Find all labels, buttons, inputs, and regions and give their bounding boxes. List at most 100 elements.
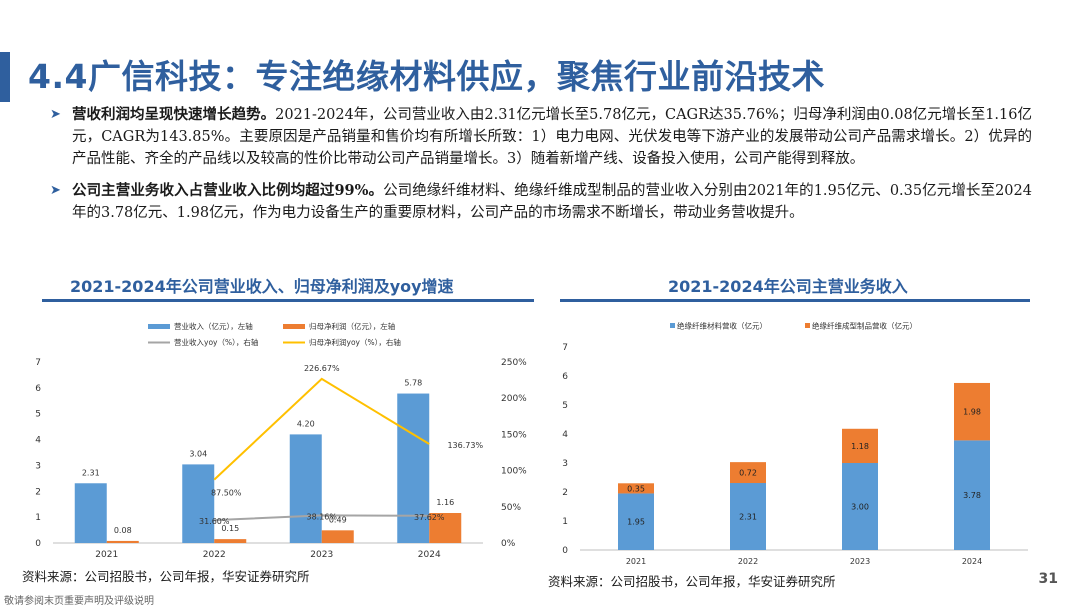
y-tick-label: 2: [562, 488, 568, 498]
x-tick-label: 2023: [850, 557, 870, 566]
y2-tick-label: 200%: [501, 394, 527, 404]
bullet-item-revenue-profit: ➤ 营收利润均呈现快速增长趋势。2021-2024年，公司营业收入由2.31亿元…: [50, 104, 1032, 170]
y-tick-label: 1: [562, 517, 568, 527]
stacked-bar-segment: [842, 428, 878, 463]
line-data-label: 136.73%: [447, 441, 483, 450]
title-accent-bar: [0, 52, 10, 102]
series-line: [214, 514, 430, 522]
x-tick-label: 2023: [310, 550, 333, 560]
y-tick-label: 2: [35, 487, 41, 497]
legend-swatch: [283, 324, 305, 329]
bullet-body: 2021-2024年，公司营业收入由2.31亿元增长至5.78亿元，CAGR达3…: [72, 107, 1033, 167]
left-chart-title: 2021-2024年公司营业收入、归母净利润及yoy增速: [70, 277, 454, 296]
x-tick-label: 2024: [962, 557, 982, 566]
bar-data-label: 0.35: [627, 484, 645, 493]
bar-data-label: 0.72: [739, 469, 757, 478]
x-tick-label: 2022: [203, 550, 226, 560]
line-data-label: 226.67%: [304, 364, 340, 373]
bar-data-label: 5.78: [404, 379, 422, 388]
x-tick-label: 2024: [418, 550, 441, 560]
y-tick-label: 6: [562, 372, 568, 382]
footer-disclaimer: 敬请参阅末页重要声明及评级说明: [4, 596, 154, 607]
bar: [214, 539, 247, 543]
series-line: [213, 377, 430, 481]
line-data-label: 31.60%: [199, 517, 230, 526]
legend-label: 营业收入yoy（%），右轴: [174, 337, 258, 347]
y-tick-label: 7: [562, 343, 568, 353]
line-data-label: 37.62%: [414, 513, 445, 522]
left-chart-divider: [42, 299, 534, 302]
bar-data-label: 3.04: [189, 449, 207, 458]
y2-tick-label: 50%: [501, 503, 521, 513]
stacked-bar-segment: [618, 493, 654, 550]
legend-label: 绝缘纤维成型制品营收（亿元）: [812, 321, 917, 331]
y-tick-label: 0: [562, 546, 568, 556]
stacked-bar-segment: [954, 382, 990, 441]
bar-data-label: 1.95: [627, 518, 645, 527]
stacked-bar-segment: [730, 462, 766, 484]
y2-tick-label: 100%: [501, 467, 527, 477]
legend-label: 绝缘纤维材料营收（亿元）: [677, 321, 767, 331]
legend-swatch: [148, 324, 170, 329]
stacked-bar-segment: [618, 483, 654, 494]
y-tick-label: 3: [562, 459, 568, 469]
y2-tick-label: 0%: [501, 539, 516, 549]
y-tick-label: 0: [35, 539, 41, 549]
bar: [106, 540, 139, 543]
y-tick-label: 7: [35, 358, 41, 368]
right-chart-source: 资料来源：公司招股书，公司年报，华安证券研究所: [548, 574, 836, 589]
line-data-label: 38.16%: [306, 512, 337, 521]
y-tick-label: 3: [35, 461, 41, 471]
bullet-body: 公司绝缘纤维材料、绝缘纤维成型制品的营业收入分别由2021年的1.95亿元、0.…: [72, 183, 1032, 221]
bullet-list: ➤ 营收利润均呈现快速增长趋势。2021-2024年，公司营业收入由2.31亿元…: [50, 104, 1032, 234]
y2-tick-label: 250%: [501, 358, 527, 368]
y2-tick-label: 150%: [501, 430, 527, 440]
bar-data-label: 2.31: [82, 468, 100, 477]
page-number: 31: [1038, 571, 1058, 587]
main-business-chart: 绝缘纤维材料营收（亿元） 绝缘纤维成型制品营收（亿元） 0 1 2 3 4 5 6 7 2021 1.…: [562, 321, 1028, 566]
bar-data-label: 0.49: [329, 515, 347, 524]
legend-label: 归母净利润yoy（%），右轴: [309, 337, 401, 347]
stacked-bar-segment: [730, 483, 766, 550]
bar-data-label: 1.98: [963, 408, 981, 417]
legend-swatch: [670, 323, 675, 328]
right-chart-title: 2021-2024年公司主营业务收入: [668, 277, 908, 296]
legend-label: 营业收入（亿元），左轴: [174, 321, 253, 331]
bar: [429, 513, 462, 543]
legend-swatch: [805, 323, 810, 328]
bar-data-label: 3.00: [851, 503, 869, 512]
bar-data-label: 3.78: [963, 491, 981, 500]
y-tick-label: 4: [562, 430, 568, 440]
bar: [289, 434, 322, 543]
y-tick-label: 1: [35, 513, 41, 523]
y-tick-label: 6: [35, 384, 41, 394]
slide-title: 4.4广信科技：专注绝缘材料供应，聚焦行业前沿技术: [28, 57, 825, 96]
bar-data-label: 0.15: [221, 524, 239, 533]
bullet-heading: 公司主营业务收入占营业收入比例均超过99%。: [72, 182, 384, 199]
line-data-label: 87.50%: [211, 489, 242, 498]
bar-data-label: 1.16: [436, 498, 454, 507]
bar-data-label: 1.18: [851, 442, 869, 451]
y-tick-label: 5: [562, 401, 568, 411]
arrow-bullet-icon: ➤: [50, 183, 61, 198]
legend-label: 归母净利润（亿元），左轴: [309, 321, 395, 331]
bar: [182, 464, 215, 543]
stacked-bar-segment: [842, 463, 878, 550]
y-tick-label: 4: [35, 436, 41, 446]
x-tick-label: 2021: [95, 550, 118, 560]
stacked-bar-segment: [954, 440, 990, 550]
right-chart-divider: [560, 299, 1030, 302]
bar: [74, 483, 107, 543]
y-tick-label: 5: [35, 410, 41, 420]
bullet-item-main-business: ➤ 公司主营业务收入占营业收入比例均超过99%。公司绝缘纤维材料、绝缘纤维成型制…: [50, 180, 1032, 224]
bullet-heading: 营收利润均呈现快速增长趋势。: [72, 106, 276, 123]
left-chart-source: 资料来源：公司招股书，公司年报，华安证券研究所: [22, 569, 310, 584]
arrow-bullet-icon: ➤: [50, 107, 61, 122]
bar-data-label: 0.08: [114, 526, 132, 535]
bar-data-label: 4.20: [297, 419, 315, 428]
bar: [397, 393, 430, 543]
x-tick-label: 2021: [626, 557, 646, 566]
bar: [321, 530, 354, 543]
bar-data-label: 2.31: [739, 513, 757, 522]
